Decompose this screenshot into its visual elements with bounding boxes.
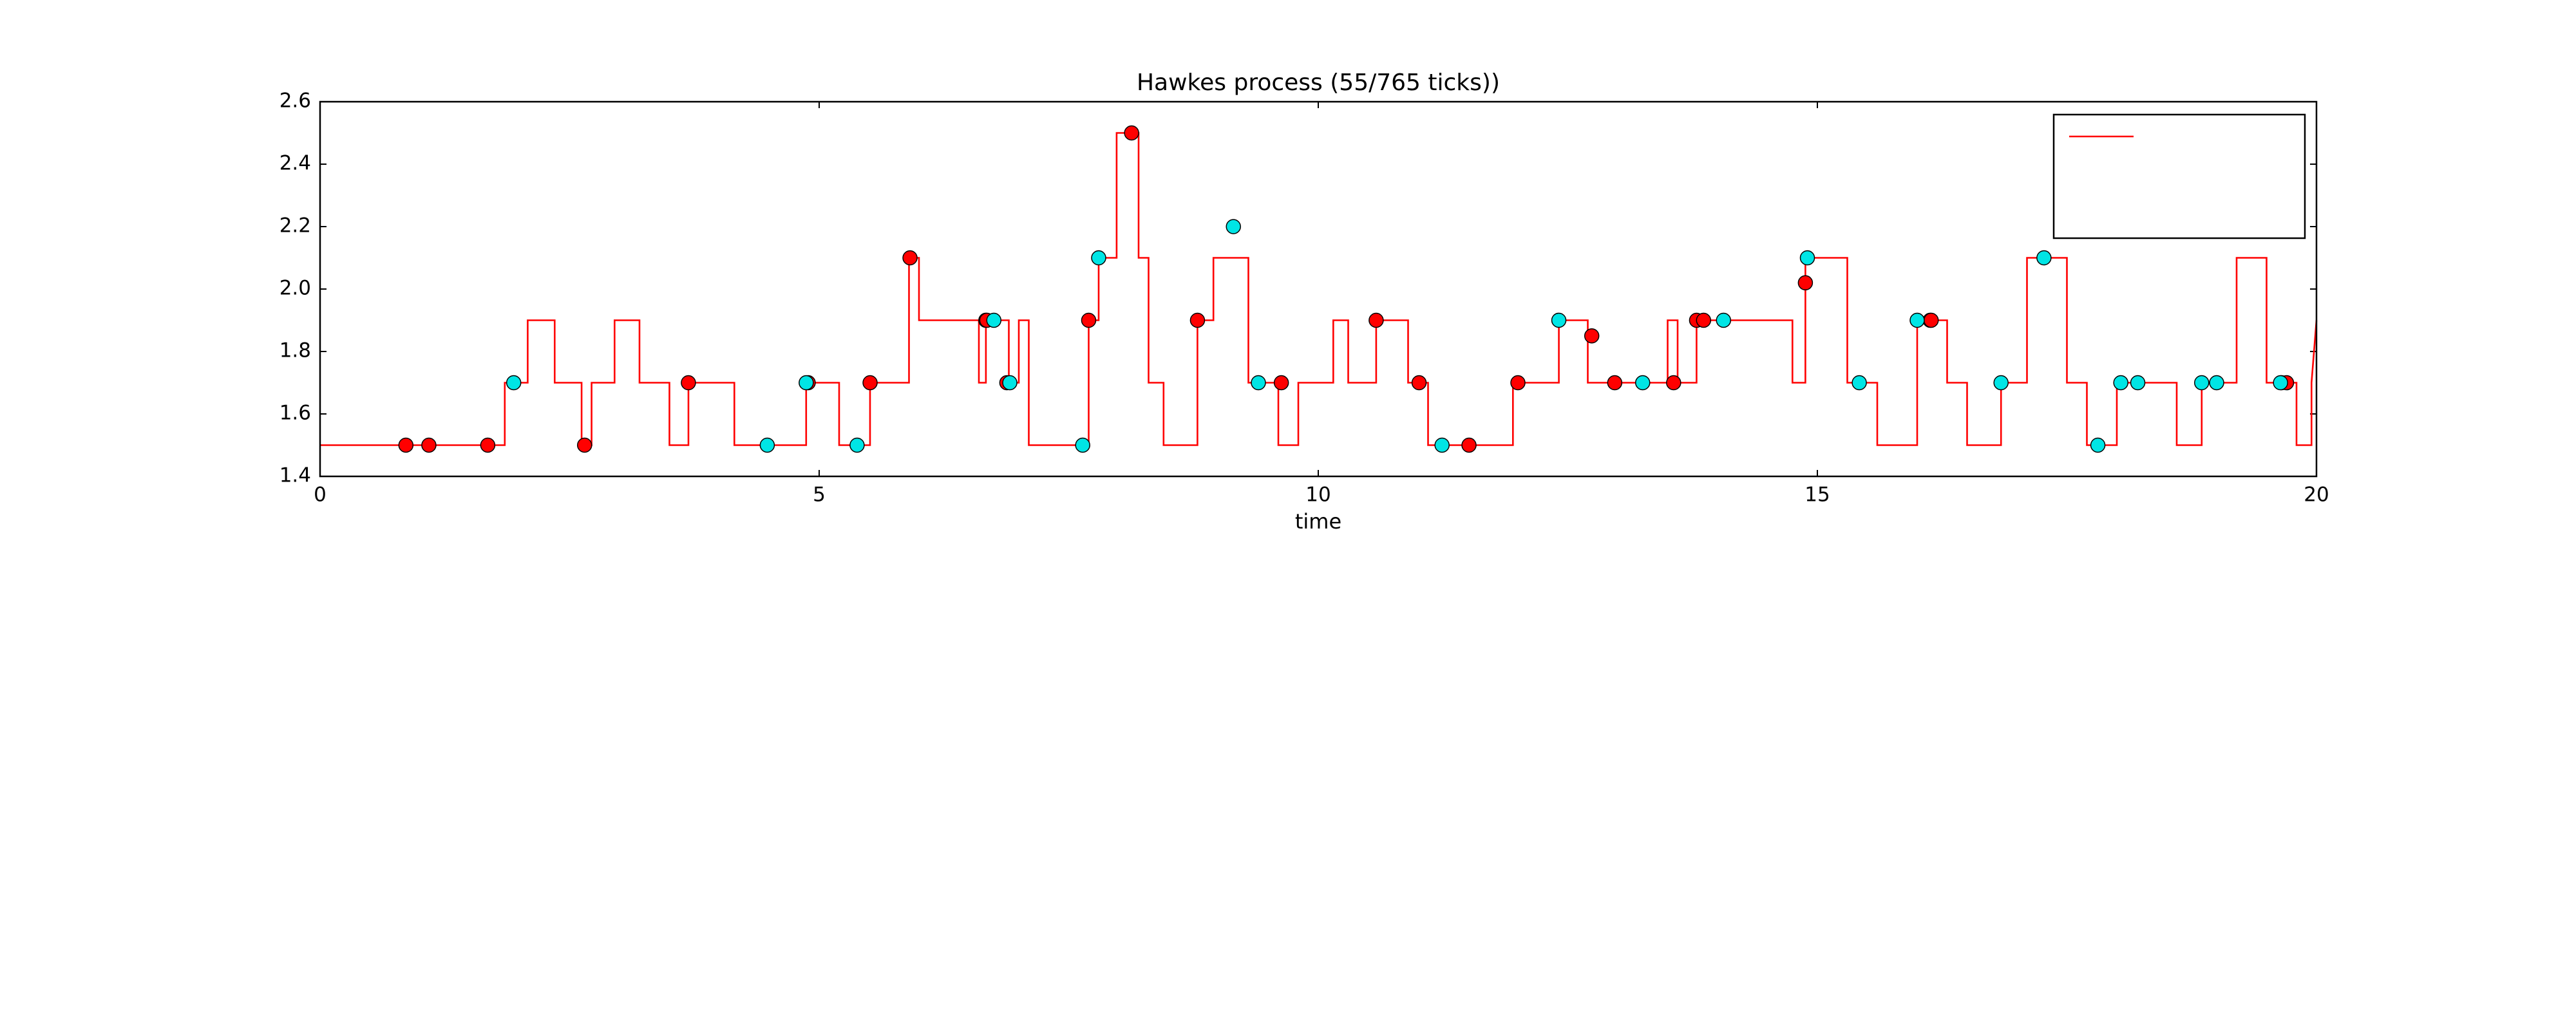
tick-point — [862, 375, 878, 391]
y-tick-label: 1.6 — [279, 402, 311, 425]
tick-point — [1411, 375, 1427, 391]
tick-point — [1696, 312, 1712, 328]
x-tick-label: 10 — [1305, 483, 1331, 507]
tick-point — [1091, 250, 1106, 266]
y-tick-label: 2.6 — [279, 89, 311, 113]
intensity-line — [320, 132, 2318, 446]
y-tick-label: 2.2 — [279, 214, 311, 238]
tick-point — [1797, 275, 1814, 291]
tick-point — [1189, 312, 1206, 328]
tick-point — [1368, 312, 1384, 328]
tick-point — [849, 437, 865, 453]
tick-point — [681, 375, 696, 391]
y-tick-label: 1.4 — [279, 464, 311, 487]
y-tick-label: 2.0 — [279, 277, 311, 300]
y-tick-label: 1.8 — [279, 339, 311, 362]
tick-point — [1607, 375, 1623, 391]
tick-point — [1434, 437, 1450, 453]
y-tick-label: 2.4 — [279, 152, 311, 175]
tick-point — [1251, 375, 1266, 391]
tick-point — [2113, 375, 2128, 391]
tick-point — [1273, 375, 1289, 391]
tick-point — [480, 437, 496, 453]
tick-point — [2194, 375, 2210, 391]
x-tick-label: 15 — [1804, 483, 1830, 507]
tick-point — [1075, 437, 1090, 453]
tick-point — [1666, 375, 1681, 391]
tick-point — [1081, 312, 1097, 328]
tick-point — [1124, 125, 1139, 141]
tick-point — [1584, 328, 1600, 344]
tick-point — [398, 437, 414, 453]
x-axis-label: time — [1295, 509, 1341, 534]
x-tick-label: 5 — [813, 483, 826, 507]
tick-point — [421, 437, 437, 453]
tick-point — [2036, 250, 2052, 266]
tick-point — [2130, 375, 2146, 391]
tick-point — [1551, 312, 1567, 328]
tick-point — [1852, 375, 1867, 391]
tick-point — [1799, 250, 1815, 266]
axes-frame — [319, 100, 2318, 478]
tick-point — [1716, 312, 1732, 328]
tick-point — [1510, 375, 1526, 391]
tick-point — [986, 312, 1001, 328]
tick-point — [577, 437, 592, 453]
x-tick-label: 0 — [314, 483, 327, 507]
tick-point — [2209, 375, 2224, 391]
tick-point — [1993, 375, 2009, 391]
tick-point — [1002, 375, 1018, 391]
tick-point — [1461, 437, 1477, 453]
tick-point — [2090, 437, 2106, 453]
legend-box — [2052, 113, 2306, 239]
tick-point — [506, 375, 522, 391]
tick-point — [1909, 312, 1925, 328]
tick-point — [759, 437, 775, 453]
x-tick-label: 20 — [2304, 483, 2329, 507]
tick-point — [1635, 375, 1651, 391]
tick-point — [2273, 375, 2288, 391]
tick-point — [902, 250, 918, 266]
tick-point — [1923, 312, 1939, 328]
tick-point — [799, 375, 814, 391]
tick-point — [1226, 219, 1241, 234]
chart-title: Hawkes process (55/765 ticks)) — [1137, 70, 1500, 96]
